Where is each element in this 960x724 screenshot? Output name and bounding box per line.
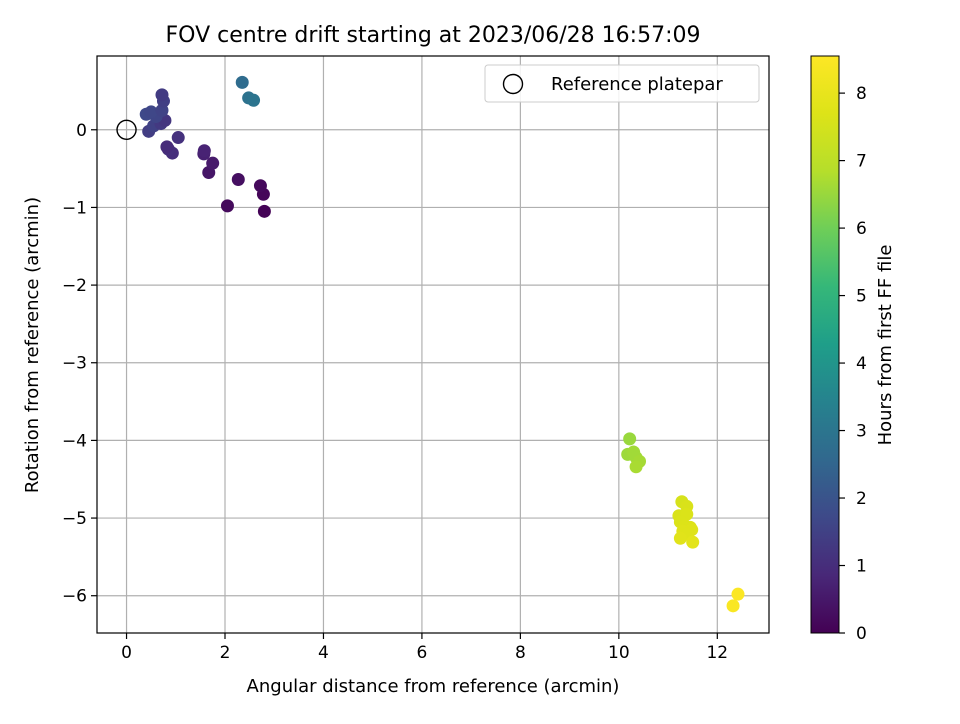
data-point (206, 156, 220, 170)
colorbar-label: Hours from first FF file (875, 245, 896, 446)
colorbar-tick-label: 5 (856, 287, 867, 307)
x-tick-label: 4 (318, 643, 329, 663)
data-point (235, 75, 249, 89)
data-point (629, 460, 643, 474)
colorbar-tick-label: 7 (856, 152, 867, 172)
colorbar-tick-label: 6 (856, 219, 867, 239)
x-tick-label: 2 (220, 643, 231, 663)
data-point (257, 204, 271, 218)
colorbar: 0 1 2 3 4 5 6 7 8 Hours from first FF file (810, 55, 896, 644)
y-tick-label: −3 (62, 354, 87, 374)
data-point (726, 599, 740, 613)
legend-reference-marker (502, 73, 524, 95)
y-tick-label: 0 (76, 121, 87, 141)
y-tick-label: −4 (62, 431, 87, 451)
data-point (623, 432, 637, 446)
data-point (231, 172, 245, 186)
x-axis-ticks: 0 2 4 6 8 10 12 (121, 633, 728, 663)
colorbar-tick-label: 4 (856, 354, 867, 374)
colorbar-ticks: 0 1 2 3 4 5 6 7 8 (839, 84, 867, 644)
colorbar-tick-label: 3 (856, 422, 867, 442)
y-axis-label: Rotation from reference (arcmin) (22, 197, 43, 493)
data-point (160, 140, 174, 154)
y-tick-label: −6 (62, 587, 87, 607)
chart-title: FOV centre drift starting at 2023/06/28 … (166, 23, 701, 48)
reference-platepar-marker (116, 119, 137, 140)
x-tick-label: 12 (706, 643, 728, 663)
plot-area-frame (96, 55, 770, 634)
data-points (116, 75, 745, 613)
legend: Reference platepar (484, 64, 760, 103)
x-axis-label: Angular distance from reference (arcmin) (247, 676, 620, 697)
grid-lines (97, 56, 769, 633)
data-point (144, 105, 158, 119)
data-point (171, 131, 185, 145)
y-tick-label: −2 (62, 276, 87, 296)
x-tick-label: 6 (417, 643, 428, 663)
data-point (673, 531, 687, 545)
legend-entry-label: Reference platepar (551, 74, 723, 95)
data-point (253, 179, 267, 193)
colorbar-tick-label: 2 (856, 489, 867, 509)
x-tick-label: 0 (121, 643, 132, 663)
colorbar-gradient (810, 55, 840, 634)
y-axis-ticks: 0 −1 −2 −3 −4 −5 −6 (62, 121, 97, 607)
y-tick-label: −1 (62, 198, 87, 218)
y-tick-label: −5 (62, 509, 87, 529)
data-point (155, 88, 169, 102)
data-point (220, 199, 234, 213)
data-point (247, 93, 261, 107)
data-point (731, 587, 745, 601)
colorbar-tick-label: 0 (856, 624, 867, 644)
data-point (197, 144, 211, 158)
data-point (686, 535, 700, 549)
colorbar-tick-label: 1 (856, 557, 867, 577)
x-tick-label: 8 (515, 643, 526, 663)
legend-box (484, 64, 760, 103)
colorbar-tick-label: 8 (856, 84, 867, 104)
x-tick-label: 10 (608, 643, 630, 663)
